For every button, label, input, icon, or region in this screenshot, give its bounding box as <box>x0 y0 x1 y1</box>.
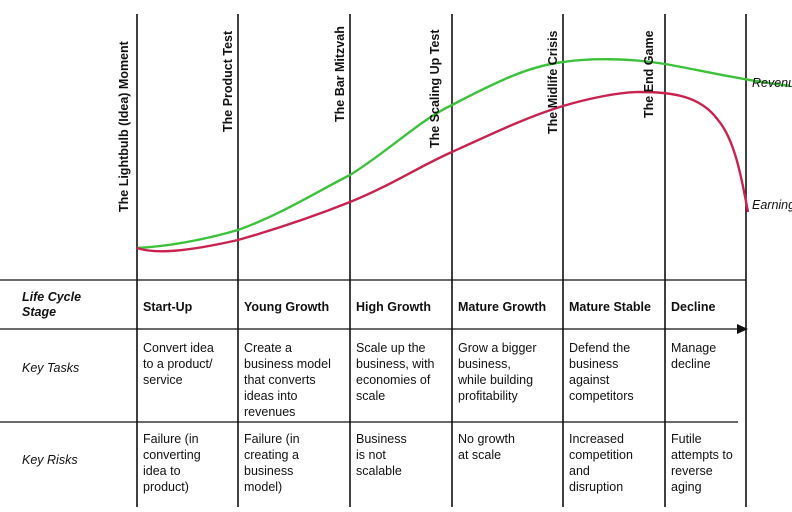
stage-name-mature-growth: Mature Growth <box>458 300 547 314</box>
task-decline: Manage decline <box>671 341 717 371</box>
moment-label-product-test: The Product Test <box>221 30 235 132</box>
task-mature-stable: Defend the business against competitors <box>569 341 634 403</box>
risk-mature-stable: Increased competition and disruption <box>569 432 633 494</box>
revenue-curve <box>136 58 791 250</box>
risk-start-up: Failure (in converting idea to product) <box>143 432 201 494</box>
row-label-tasks: Key Tasks <box>22 361 80 375</box>
stage-name-decline: Decline <box>671 300 716 314</box>
stage-name-start-up: Start-Up <box>143 300 193 314</box>
task-mature-growth: Grow a bigger business, while building p… <box>458 341 537 403</box>
moment-label-bar-mitzvah: The Bar Mitzvah <box>333 26 347 122</box>
task-start-up: Convert idea to a product/ service <box>143 341 214 387</box>
moment-label-midlife-crisis: The Midlife Crisis <box>546 30 560 135</box>
risk-high-growth: Business is not scalable <box>356 432 407 478</box>
risk-decline: Futile attempts to reverse aging <box>671 432 733 494</box>
task-high-growth: Scale up the business, with economies of… <box>356 341 435 403</box>
stage-name-high-growth: High Growth <box>356 300 431 314</box>
row-label-risks: Key Risks <box>22 453 78 467</box>
risk-young-growth: Failure (in creating a business model) <box>244 432 300 494</box>
moment-label-lightbulb: The Lightbulb (Idea) Moment <box>117 41 131 212</box>
timeline-arrowhead <box>737 324 748 334</box>
earnings-label: Earnings <box>752 198 792 212</box>
row-label-stage: Life Cycle Stage <box>22 290 82 319</box>
earnings-curve <box>136 90 750 253</box>
moment-label-end-game: The End Game <box>642 30 656 118</box>
revenue-label: Revenues <box>752 76 792 90</box>
task-young-growth: Create a business model that converts id… <box>244 341 331 419</box>
moment-label-scaling-up: The Scaling Up Test <box>428 29 442 148</box>
stage-name-mature-stable: Mature Stable <box>569 300 651 314</box>
stage-name-young-growth: Young Growth <box>244 300 330 314</box>
risk-mature-growth: No growth at scale <box>458 432 515 462</box>
